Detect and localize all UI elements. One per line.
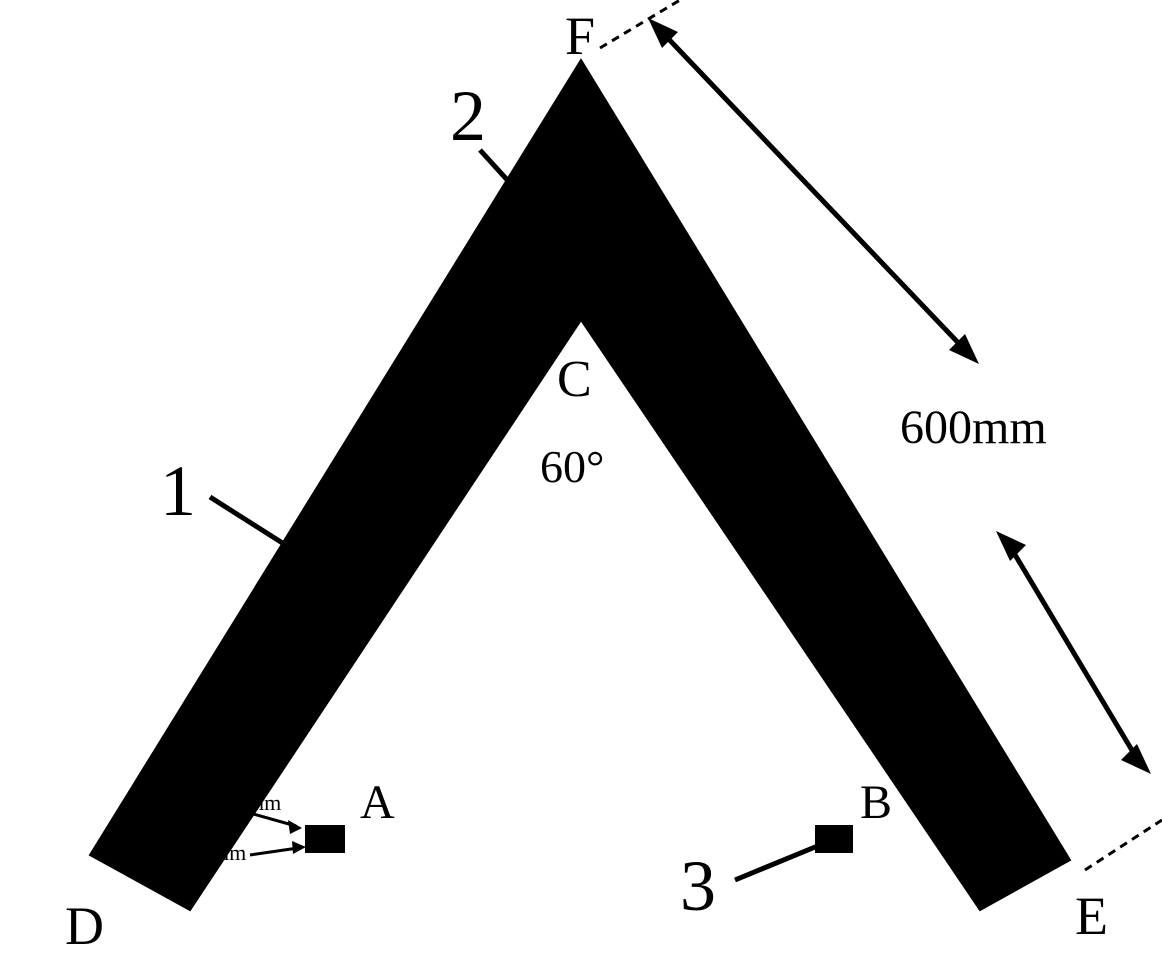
label-b: B bbox=[860, 775, 892, 830]
leader-3 bbox=[735, 845, 820, 880]
foot-b bbox=[815, 825, 853, 853]
label-e: E bbox=[1075, 885, 1108, 947]
label-a: A bbox=[360, 775, 395, 830]
dim-10mm bbox=[250, 841, 306, 855]
label-dim50: 50mm bbox=[225, 790, 281, 816]
label-num1: 1 bbox=[160, 450, 196, 533]
label-num3: 3 bbox=[680, 845, 716, 928]
label-c: C bbox=[557, 350, 592, 409]
ext-bottom bbox=[1085, 820, 1162, 870]
label-d: D bbox=[65, 895, 104, 957]
foot-a bbox=[305, 825, 345, 853]
dim-600-lower bbox=[996, 531, 1151, 774]
label-num2: 2 bbox=[450, 75, 486, 158]
label-angle: 60° bbox=[540, 440, 604, 493]
label-length: 600mm bbox=[900, 400, 1047, 455]
label-f: F bbox=[565, 5, 595, 67]
label-dim10: 10mm bbox=[190, 840, 246, 866]
